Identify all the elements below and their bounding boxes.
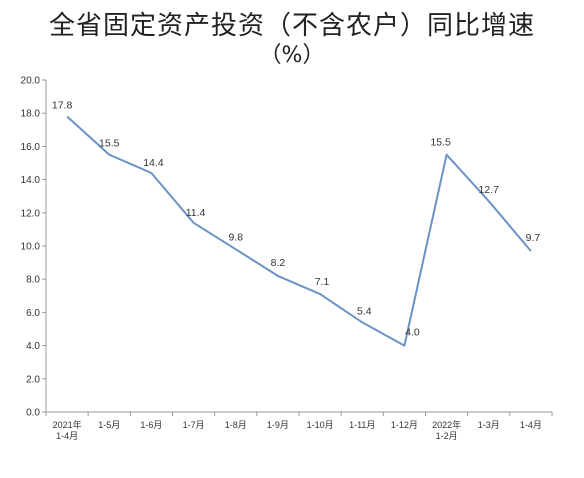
x-tick-label: 1-11月 <box>349 420 375 430</box>
y-tick-label: 6.0 <box>26 308 40 319</box>
x-tick-label: 1-4月 <box>520 420 542 430</box>
series-line <box>66 115 532 347</box>
x-tick-label: 1-3月 <box>478 420 500 430</box>
x-tick-label-line: 1-8月 <box>225 420 247 430</box>
data-label: 8.2 <box>271 257 286 269</box>
x-tick-label-line: 1-10月 <box>307 420 334 430</box>
x-tick-label-line: 1-9月 <box>267 420 289 430</box>
x-axis: 2021年 1-4月1-5月 1-6月 1-7月 1-8月 1-9月 1-10月 1-11月 1… <box>45 411 553 441</box>
data-label-layer: 17.8 15.5 14.4 11.4 9.8 8.2 7.1 5.4 4.0 15.5 12.7 9… <box>52 100 541 339</box>
x-tick-label-line: 2022年 <box>432 419 461 430</box>
x-tick-label: 1-12月 <box>391 420 418 430</box>
chart-title-line1: 全省固定资产投资（不含农户）同比增速 <box>48 11 535 41</box>
data-label: 4.0 <box>405 327 420 339</box>
x-tick-label-line: 1-7月 <box>183 420 205 430</box>
data-label: 9.8 <box>228 231 243 243</box>
x-tick-label-line: 1-11月 <box>349 420 375 430</box>
data-label: 15.5 <box>99 138 120 150</box>
x-tick-label-line: 1-12月 <box>391 420 418 430</box>
y-tick-label: 10.0 <box>21 242 41 253</box>
x-tick-label: 1-9月 <box>267 420 289 430</box>
y-tick-label: 8.0 <box>26 275 40 286</box>
series-layer <box>66 115 532 347</box>
y-tick-label: 12.0 <box>21 208 41 219</box>
x-tick-label-line: 1-3月 <box>478 420 500 430</box>
x-tick-label: 1-6月 <box>140 420 162 430</box>
x-tick-label: 2022年 1-2月 <box>432 419 461 441</box>
x-tick-label-line: 2021年 <box>53 419 82 430</box>
chart-title: 全省固定资产投资（不含农户）同比增速 （%） <box>0 10 584 70</box>
x-tick-label-line: 1-4月 <box>56 431 78 441</box>
data-label: 15.5 <box>430 137 451 149</box>
data-label: 14.4 <box>143 157 164 169</box>
x-tick-label-line: 1-5月 <box>98 420 120 430</box>
x-tick-label-line: 1-4月 <box>520 420 542 430</box>
data-label: 7.1 <box>315 276 330 288</box>
data-label: 12.7 <box>479 184 500 196</box>
x-tick-label: 1-10月 <box>307 420 334 430</box>
x-tick-label-line: 1-6月 <box>140 420 162 430</box>
chart-title-line2: （%） <box>259 43 325 68</box>
x-tick-label: 1-8月 <box>225 420 247 430</box>
y-tick-label: 14.0 <box>21 175 41 186</box>
y-axis: 0.0 2.0 4.0 6.0 8.0 10.0 12.0 14.0 16.0 18.0 20.0 <box>21 76 47 419</box>
x-tick-label: 1-7月 <box>183 420 205 430</box>
y-tick-label: 0.0 <box>26 408 40 419</box>
x-tick-label-line: 1-2月 <box>436 431 458 441</box>
data-label: 17.8 <box>52 100 73 112</box>
x-tick-label: 1-5月 <box>98 420 120 430</box>
data-label: 11.4 <box>186 207 206 219</box>
data-label: 9.7 <box>526 232 541 244</box>
y-tick-label: 16.0 <box>21 142 41 153</box>
y-tick-label: 18.0 <box>21 109 41 120</box>
y-tick-label: 20.0 <box>21 76 41 87</box>
x-tick-label: 2021年 1-4月 <box>53 419 82 441</box>
y-tick-label: 4.0 <box>26 341 40 352</box>
data-label: 5.4 <box>357 305 372 317</box>
y-tick-label: 2.0 <box>26 374 40 385</box>
